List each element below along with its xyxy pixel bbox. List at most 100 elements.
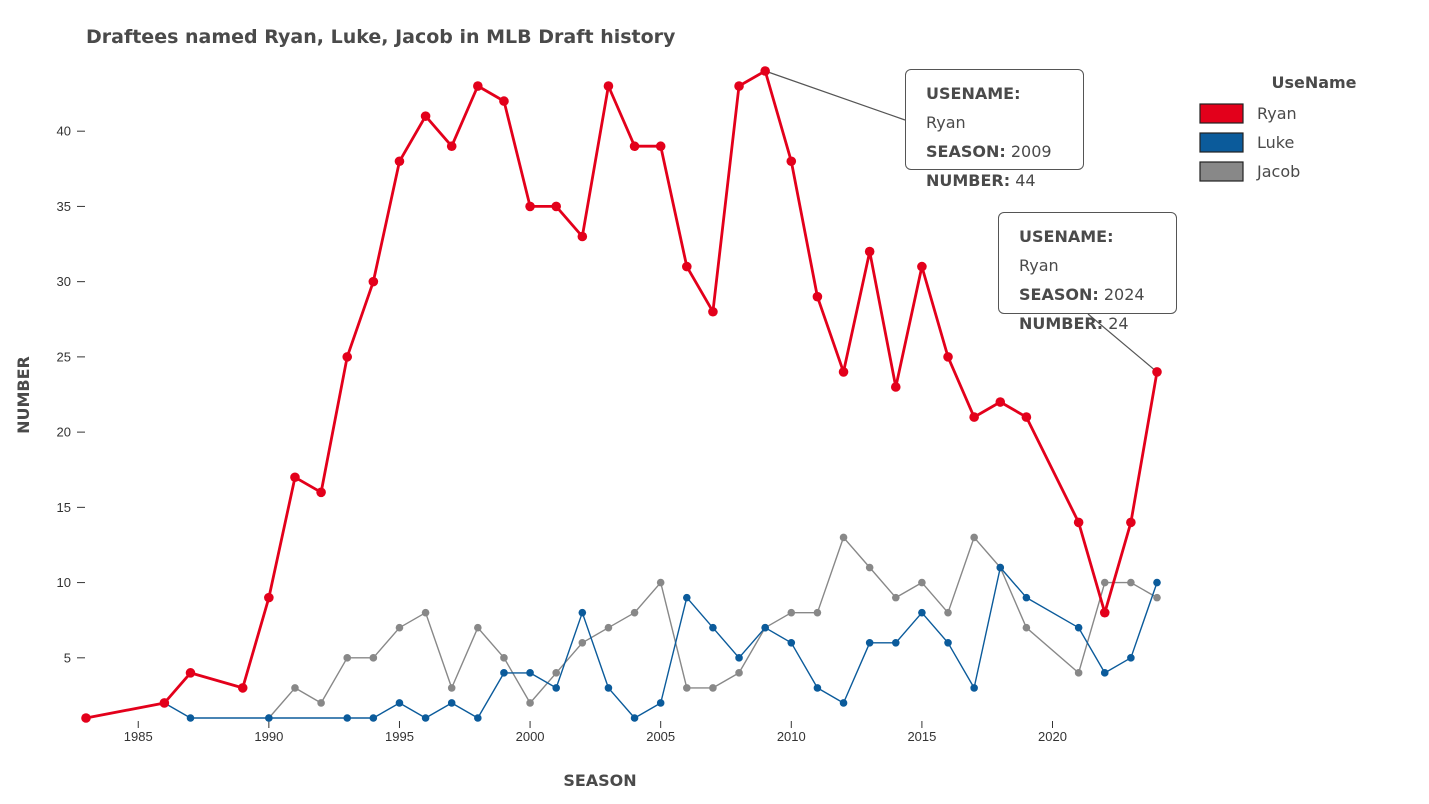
- data-point-jacob: [500, 654, 508, 662]
- tooltip-value: 44: [1010, 171, 1036, 190]
- x-tick-label: 2010: [777, 729, 806, 744]
- tooltip-value: Ryan: [1019, 256, 1059, 275]
- data-point-ryan: [1073, 517, 1084, 528]
- data-point-jacob: [683, 684, 691, 692]
- chart-title: Draftees named Ryan, Luke, Jacob in MLB …: [86, 26, 676, 48]
- data-point-luke: [1127, 654, 1135, 662]
- data-point-ryan: [499, 96, 509, 106]
- tooltip-value: 2024: [1098, 285, 1145, 304]
- data-point-luke: [865, 638, 874, 647]
- x-axis: 1985 1990 1995 2000 2005 2010 2015 2020: [124, 721, 1067, 744]
- data-point-luke: [265, 714, 273, 722]
- data-point-ryan: [290, 472, 300, 483]
- y-tick-label: 5: [64, 650, 71, 665]
- data-point-luke: [343, 714, 352, 722]
- data-point-luke: [787, 638, 796, 647]
- y-axis: 5 10 15 20 25 30 35 40: [57, 124, 85, 665]
- data-point-ryan: [237, 683, 248, 693]
- data-point-jacob: [918, 578, 926, 587]
- data-point-jacob: [395, 623, 404, 632]
- data-point-jacob: [291, 684, 299, 692]
- x-tick-label: 1990: [254, 729, 283, 744]
- tooltip-key: NUMBER:: [926, 171, 1011, 190]
- data-point-luke: [891, 638, 900, 647]
- data-point-ryan: [185, 668, 196, 678]
- legend-label-ryan: Ryan: [1257, 104, 1297, 123]
- data-point-jacob: [1100, 578, 1109, 587]
- y-tick-label: 15: [57, 500, 71, 515]
- data-point-ryan: [734, 81, 744, 91]
- data-point-ryan: [1126, 517, 1136, 528]
- tooltip-key: NUMBER:: [1019, 314, 1104, 333]
- data-point-jacob: [447, 684, 456, 692]
- legend-label-luke: Luke: [1257, 133, 1294, 152]
- data-point-luke: [839, 699, 848, 707]
- data-point-luke: [1022, 593, 1031, 602]
- x-axis-title: SEASON: [563, 771, 636, 790]
- data-point-jacob: [526, 699, 534, 707]
- data-point-ryan: [316, 487, 326, 498]
- data-point-ryan: [81, 713, 91, 723]
- tooltip-key: SEASON:: [1019, 285, 1099, 304]
- data-point-luke: [447, 699, 456, 707]
- x-tick-label: 1995: [385, 729, 414, 744]
- data-point-ryan: [838, 367, 849, 377]
- data-point-luke: [656, 699, 665, 707]
- data-point-ryan: [995, 397, 1006, 407]
- series-jacob: [265, 533, 1161, 722]
- annotation-tooltip: USENAME: Ryan SEASON: 2009 NUMBER: 44: [905, 69, 1084, 190]
- y-tick-label: 35: [57, 199, 71, 214]
- tooltip-value: 2009: [1005, 142, 1052, 161]
- series-line-luke: [164, 566, 1158, 719]
- data-point-ryan: [551, 201, 561, 212]
- data-point-luke: [735, 654, 743, 662]
- data-point-luke: [186, 714, 195, 722]
- data-point-ryan: [603, 81, 614, 91]
- data-point-ryan: [342, 352, 353, 362]
- data-point-luke: [578, 608, 587, 617]
- data-point-jacob: [709, 684, 717, 692]
- data-point-jacob: [944, 608, 952, 617]
- legend-swatch-luke: [1199, 132, 1244, 153]
- data-point-ryan: [917, 261, 927, 272]
- tooltip-value: 24: [1103, 314, 1129, 333]
- data-point-jacob: [813, 608, 822, 617]
- data-point-ryan: [629, 141, 640, 152]
- data-point-ryan: [577, 231, 588, 242]
- data-point-jacob: [317, 699, 325, 707]
- data-point-jacob: [578, 638, 587, 647]
- data-point-ryan: [708, 306, 718, 317]
- data-point-ryan: [368, 276, 379, 287]
- x-tick-label: 1985: [124, 729, 153, 744]
- data-point-jacob: [604, 623, 613, 632]
- y-tick-label: 20: [57, 425, 71, 440]
- tooltip-key: USENAME:: [926, 84, 1021, 103]
- tooltip-value: Ryan: [926, 113, 966, 132]
- data-point-luke: [500, 669, 508, 677]
- data-point-jacob: [369, 654, 378, 662]
- y-tick-label: 40: [57, 124, 71, 139]
- data-point-ryan: [760, 66, 770, 76]
- data-point-ryan: [655, 141, 666, 152]
- tooltip-row: SEASON: 2009: [926, 137, 1063, 166]
- tooltip-row: NUMBER: 44: [926, 166, 1063, 195]
- data-point-ryan: [1099, 607, 1110, 618]
- data-point-jacob: [1153, 593, 1161, 602]
- data-point-luke: [996, 563, 1005, 572]
- data-point-ryan: [969, 412, 979, 422]
- y-tick-label: 30: [57, 274, 71, 289]
- data-point-luke: [421, 714, 430, 722]
- data-point-ryan: [1152, 367, 1162, 377]
- data-point-jacob: [735, 669, 743, 677]
- data-point-ryan: [264, 592, 274, 603]
- data-point-ryan: [890, 382, 901, 392]
- data-point-luke: [709, 623, 717, 632]
- data-point-ryan: [786, 156, 797, 167]
- legend-swatch-jacob: [1199, 161, 1244, 182]
- data-point-luke: [1153, 578, 1161, 587]
- data-point-luke: [918, 608, 926, 617]
- data-point-jacob: [891, 593, 900, 602]
- data-point-jacob: [970, 533, 978, 542]
- data-point-ryan: [682, 261, 692, 272]
- data-point-ryan: [420, 111, 431, 121]
